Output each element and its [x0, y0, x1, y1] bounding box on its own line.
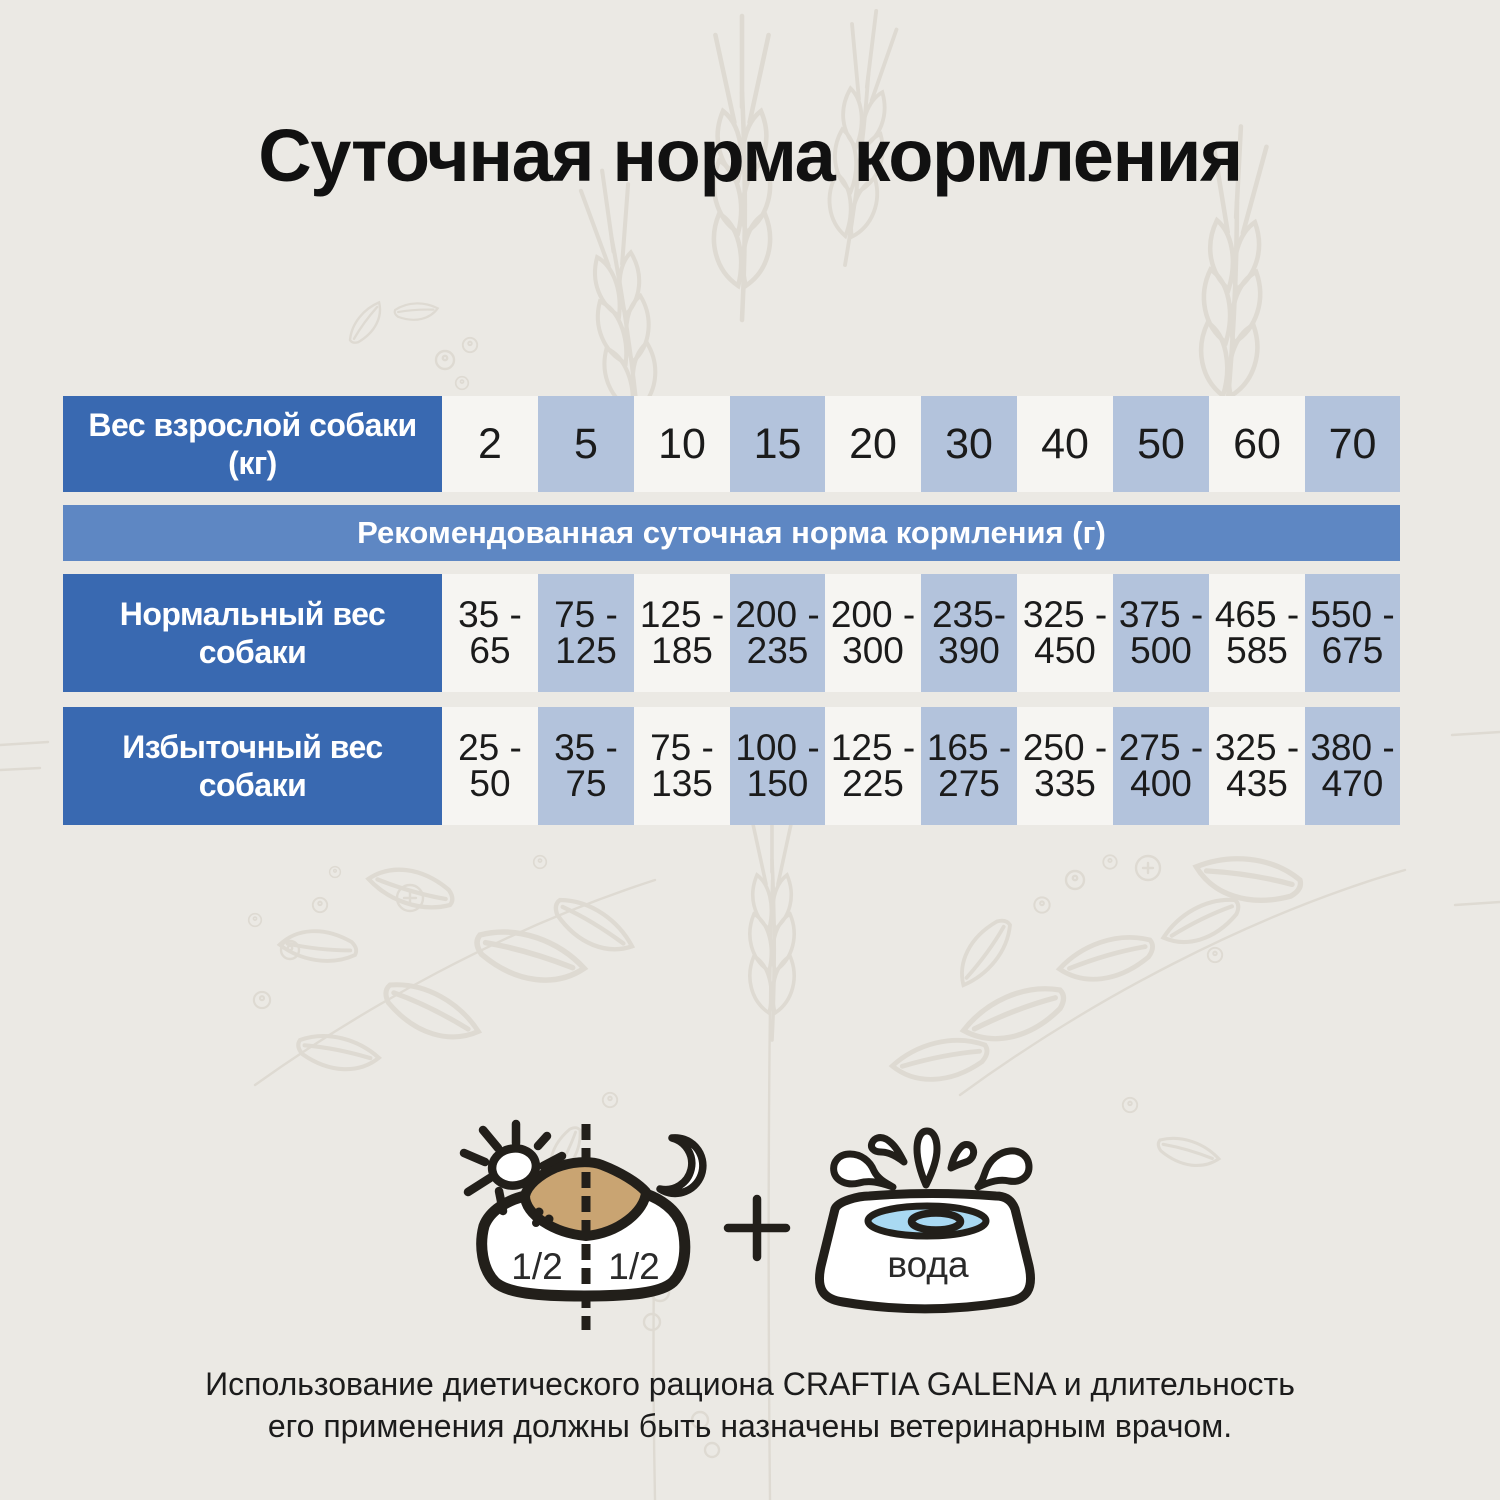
- svg-text:вода: вода: [887, 1244, 969, 1285]
- svg-text:1/2: 1/2: [608, 1246, 659, 1287]
- svg-text:1/2: 1/2: [511, 1246, 562, 1287]
